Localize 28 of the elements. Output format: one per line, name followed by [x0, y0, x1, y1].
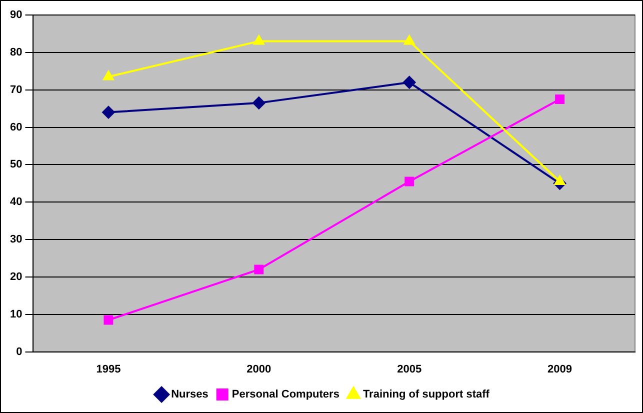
point [404, 34, 416, 45]
legend-label: Personal Computers [232, 388, 340, 401]
y-tick-label: 80 [10, 46, 22, 58]
y-tick-label: 50 [10, 158, 22, 171]
point [253, 34, 265, 45]
point [252, 96, 266, 110]
y-tick-label: 60 [10, 121, 22, 134]
point [102, 70, 114, 80]
x-tick-label: 2000 [246, 363, 272, 376]
y-tick-label: 70 [10, 84, 22, 96]
point [104, 315, 114, 325]
legend-label: Training of support staff [362, 388, 490, 401]
y-tick-label: 10 [10, 308, 22, 320]
x-tick-label: 1995 [96, 363, 121, 376]
point [402, 76, 416, 89]
point [254, 264, 264, 274]
x-tick-label: 2005 [397, 363, 422, 376]
legend-label: Nurses [171, 388, 208, 401]
y-tick-label: 20 [10, 270, 22, 283]
point [102, 106, 115, 119]
point [555, 94, 565, 104]
y-tick-label: 90 [10, 9, 22, 22]
x-tick-label: 2009 [548, 363, 572, 376]
point [404, 176, 414, 186]
point [554, 175, 566, 186]
y-tick-label: 40 [10, 196, 22, 208]
y-tick-label: 30 [10, 234, 22, 246]
y-tick-label: 0 [16, 346, 22, 358]
